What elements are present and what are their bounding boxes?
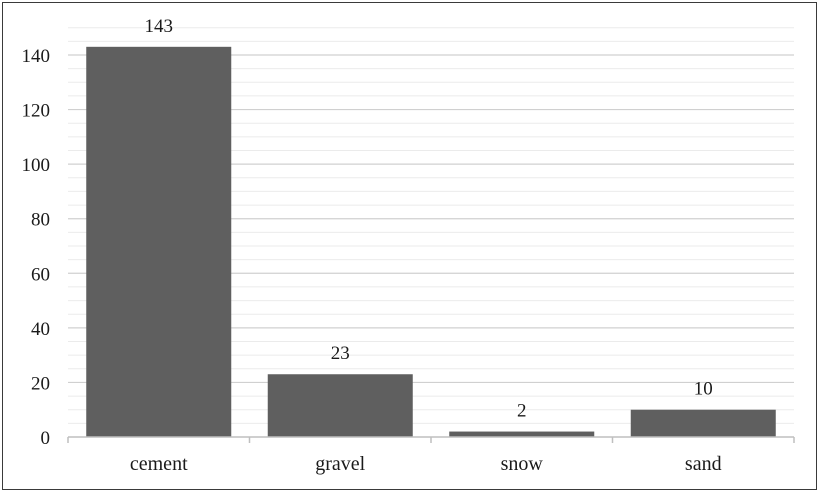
data-label: 10 (694, 379, 713, 400)
bar-sand (630, 409, 776, 437)
axes (67, 436, 795, 443)
data-label: 143 (145, 16, 174, 37)
y-tick-label: 120 (22, 101, 51, 122)
x-category-label: cement (130, 453, 188, 475)
y-tick-label: 60 (31, 264, 50, 285)
y-tick-label: 140 (22, 46, 51, 67)
bar-cement (86, 46, 232, 438)
bar-snow (449, 431, 595, 437)
data-label: 2 (517, 401, 527, 422)
x-category-label: snow (501, 453, 544, 475)
bars (86, 46, 776, 438)
y-tick-label: 100 (22, 155, 51, 176)
x-category-label: gravel (315, 453, 365, 475)
data-label: 23 (331, 343, 350, 364)
labels: 0 20 40 60 80 100 120 140 143 cement 23 gravel 2 snow… (22, 16, 722, 475)
y-tick-label: 80 (31, 210, 50, 231)
y-tick-label: 20 (31, 373, 50, 394)
y-tick-label: 40 (31, 319, 50, 340)
bar-gravel (267, 374, 413, 437)
y-tick-label: 0 (41, 428, 51, 449)
x-category-label: sand (685, 453, 722, 475)
